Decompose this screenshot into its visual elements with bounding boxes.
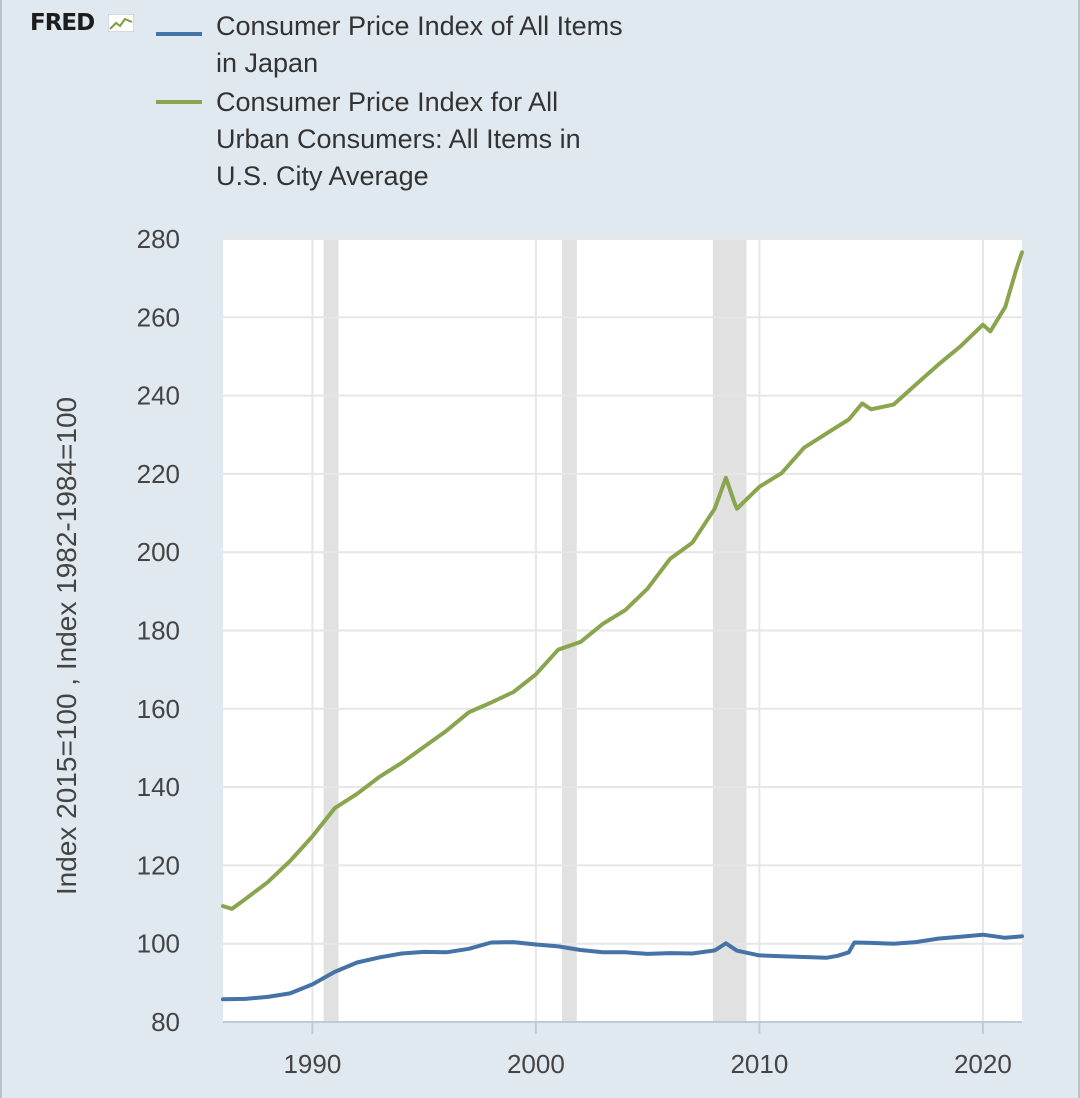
- y-tick-label-220: 220: [137, 459, 180, 489]
- fred-logo-chart-icon: [108, 14, 134, 32]
- x-tick-label-2020: 2020: [954, 1049, 1012, 1079]
- y-tick-label-200: 200: [137, 537, 180, 567]
- fred-logo: FRED: [30, 10, 95, 36]
- x-tick-label-1990: 1990: [283, 1049, 341, 1079]
- y-tick-label-100: 100: [137, 929, 180, 959]
- gridlines: [223, 238, 1022, 1023]
- y-tick-label-260: 260: [137, 302, 180, 332]
- y-tick-label-240: 240: [137, 381, 180, 411]
- y-tick-label-180: 180: [137, 616, 180, 646]
- x-tick-label-2000: 2000: [507, 1049, 565, 1079]
- legend-swatch-japan: [156, 32, 202, 36]
- y-tick-label-120: 120: [137, 850, 180, 880]
- series-line-1: [221, 250, 1024, 911]
- y-tick-label-160: 160: [137, 694, 180, 724]
- series-lines: [221, 250, 1024, 1002]
- series-line-0: [221, 932, 1024, 1002]
- x-tick-label-2010: 2010: [730, 1049, 788, 1079]
- y-tick-label-280: 280: [137, 224, 180, 254]
- x-axis-ticks: 1990 2000 2010 2020: [283, 1022, 1012, 1079]
- legend-swatch-us: [156, 100, 202, 104]
- legend-label-us: Consumer Price Index for All Urban Consu…: [216, 87, 581, 191]
- legend-label-japan: Consumer Price Index of All Items in Jap…: [216, 11, 623, 78]
- y-tick-label-140: 140: [137, 772, 180, 802]
- y-tick-label-80: 80: [151, 1007, 180, 1037]
- y-axis-label: Index 2015=100 , Index 1982-1984=100: [51, 397, 82, 895]
- y-axis-ticks: 80 100 120 140 160 180 200 220 240 260 280: [137, 224, 180, 1037]
